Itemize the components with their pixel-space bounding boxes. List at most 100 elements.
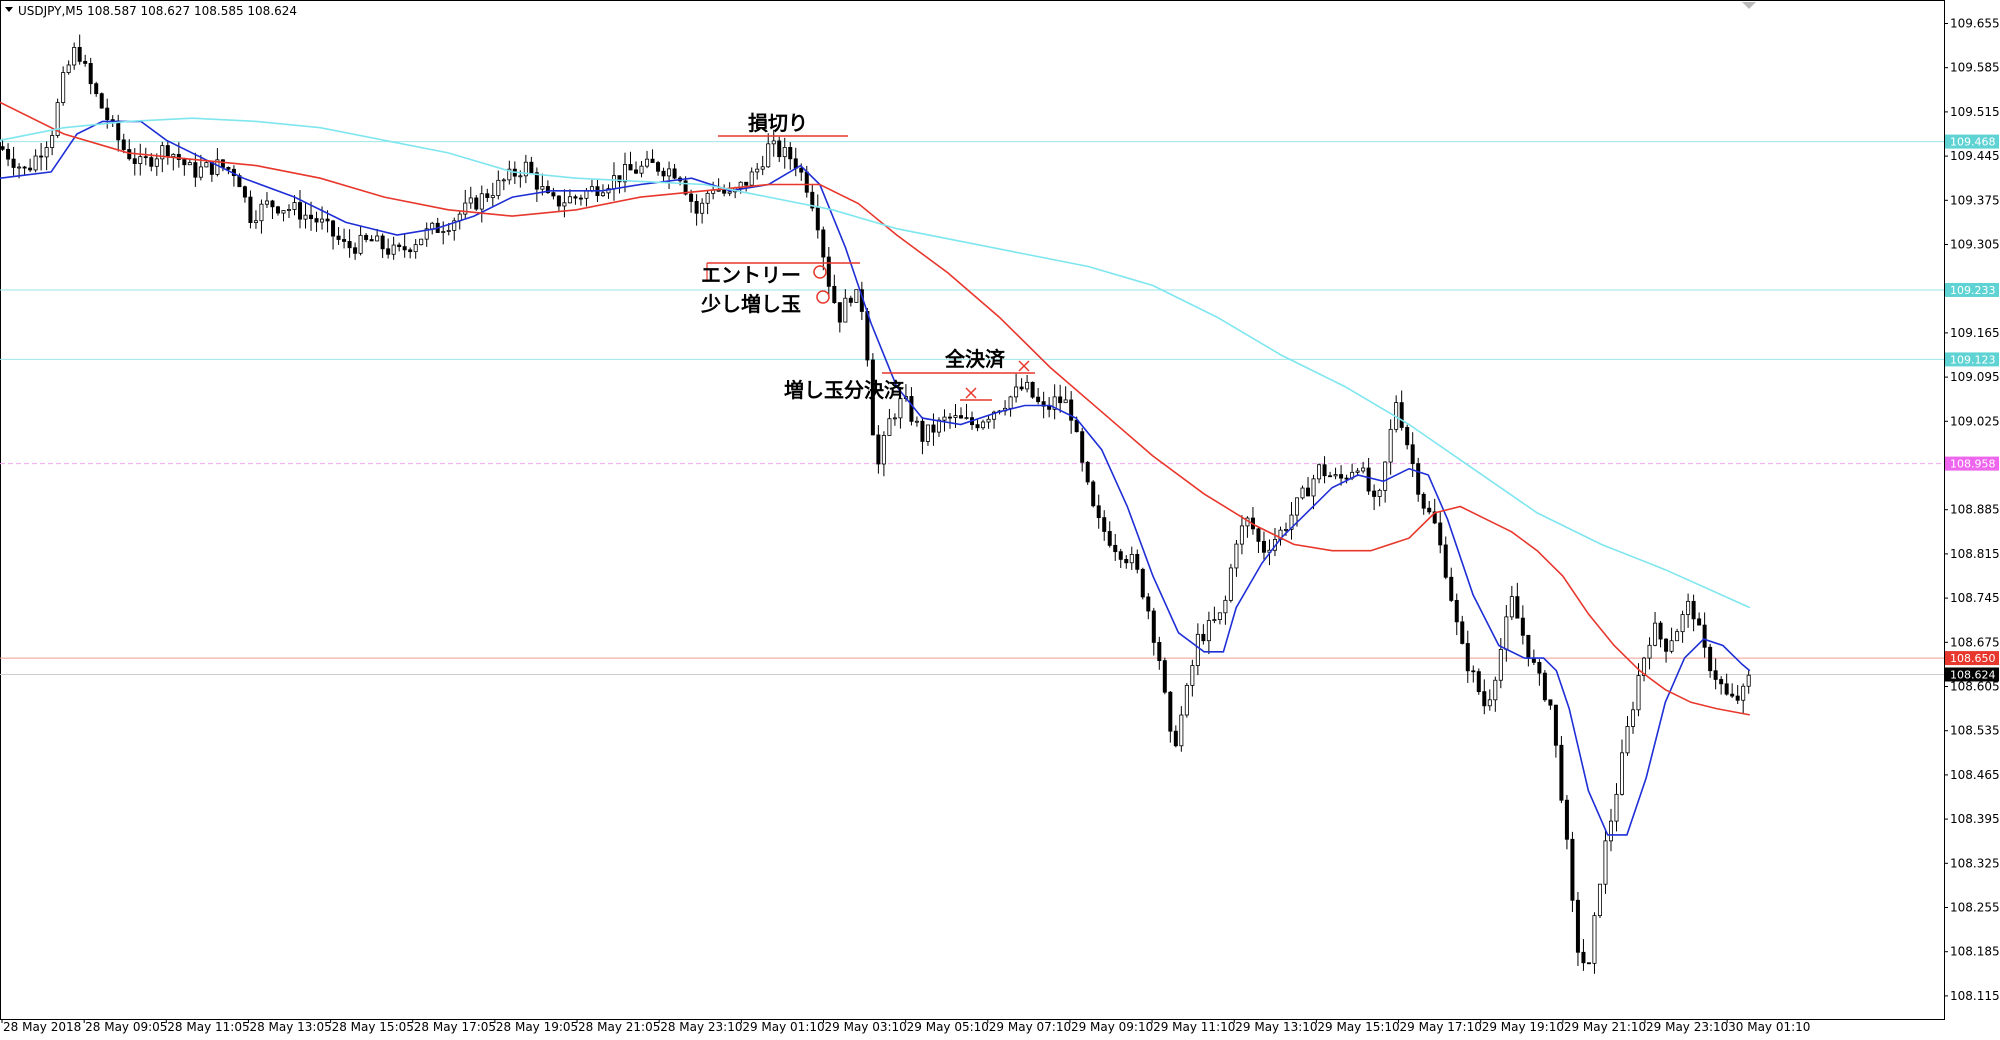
- candle: [942, 409, 947, 432]
- candle: [1564, 795, 1569, 850]
- candle-body: [1388, 428, 1393, 463]
- candle-body: [1410, 444, 1415, 465]
- candle: [854, 289, 859, 303]
- candle-body: [496, 179, 501, 196]
- candle: [523, 154, 528, 184]
- candle-body: [1217, 612, 1222, 620]
- candle: [645, 150, 650, 169]
- candle: [1339, 465, 1344, 486]
- candle-body: [1603, 840, 1608, 885]
- candle-body: [639, 165, 644, 174]
- candle-body: [1069, 399, 1074, 421]
- candle: [1107, 521, 1112, 548]
- candle: [1372, 484, 1377, 511]
- candle: [1449, 567, 1454, 603]
- candle-body: [1206, 620, 1211, 642]
- candle: [198, 154, 203, 181]
- candle: [353, 242, 358, 260]
- candle-body: [1608, 820, 1613, 842]
- candle-body: [6, 148, 11, 160]
- candle-body: [700, 202, 705, 214]
- candle: [1713, 658, 1718, 690]
- candle: [810, 185, 815, 212]
- candle-body: [1047, 405, 1052, 410]
- candle: [1019, 378, 1024, 391]
- candle-body: [1432, 511, 1437, 524]
- candle: [887, 408, 892, 436]
- candle-body: [72, 47, 77, 66]
- price-label-4: 108.650: [1945, 651, 1999, 666]
- candle: [832, 274, 837, 304]
- candle: [413, 239, 418, 259]
- symbol-menu-icon[interactable]: [5, 7, 13, 12]
- candle: [1195, 623, 1200, 676]
- candle: [843, 289, 848, 323]
- candle-body: [705, 192, 710, 204]
- x-tick-label: 28 May 2018: [3, 1020, 81, 1034]
- candle: [380, 233, 385, 258]
- candle-body: [1195, 633, 1200, 666]
- candle-body: [556, 195, 561, 207]
- candle: [1212, 606, 1217, 624]
- candle: [309, 201, 314, 231]
- y-tick-label: 108.675: [1950, 635, 2000, 649]
- candle: [534, 167, 539, 202]
- y-tick-label: 108.185: [1950, 945, 2000, 959]
- candle-body: [1741, 685, 1746, 701]
- candle: [1085, 460, 1090, 485]
- candle: [766, 133, 771, 168]
- candle: [920, 416, 925, 455]
- candle-body: [545, 186, 550, 194]
- candle-body: [94, 83, 99, 95]
- candle: [248, 190, 253, 229]
- candle-body: [1520, 617, 1525, 636]
- candle-body: [1339, 474, 1344, 479]
- candle: [1642, 656, 1647, 682]
- x-tick-label: 29 May 07:10: [989, 1020, 1071, 1034]
- candle-body: [766, 143, 771, 168]
- candle: [925, 424, 930, 446]
- y-tick-label: 109.305: [1950, 238, 2000, 252]
- candle-body: [562, 202, 567, 207]
- candle-body: [777, 140, 782, 158]
- candle-body: [1471, 670, 1476, 673]
- candle-body: [204, 162, 209, 168]
- candle: [1129, 546, 1134, 570]
- annotation-add-position: 少し増し玉: [700, 292, 801, 316]
- candle: [1306, 477, 1311, 497]
- candle-body: [942, 416, 947, 421]
- candle-body: [1085, 461, 1090, 483]
- candle-body: [193, 162, 198, 178]
- candle-body: [22, 166, 27, 169]
- candle: [22, 165, 27, 176]
- candle: [567, 189, 572, 204]
- y-tick-label: 109.515: [1950, 105, 2000, 119]
- candle-body: [1201, 633, 1206, 642]
- candle-body: [463, 202, 468, 215]
- price-label-2: 109.123: [1945, 352, 1999, 367]
- chart-shift-marker[interactable]: [1742, 2, 1756, 9]
- candle-body: [1509, 596, 1514, 618]
- candle: [1102, 510, 1107, 541]
- candle-body: [804, 171, 809, 193]
- candle-body: [771, 140, 776, 145]
- candle: [1261, 531, 1266, 560]
- candle-body: [105, 107, 110, 121]
- candle-body: [1438, 522, 1443, 546]
- candle: [94, 81, 99, 97]
- candle: [1217, 612, 1222, 625]
- candle-body: [1449, 576, 1454, 601]
- candle-body: [645, 158, 650, 167]
- candle-body: [61, 72, 66, 103]
- candle: [154, 153, 159, 176]
- candle: [193, 152, 198, 187]
- candle-body: [1476, 671, 1481, 693]
- candle: [1036, 388, 1041, 405]
- candle: [1118, 548, 1123, 569]
- candle: [28, 158, 33, 173]
- candle: [1620, 739, 1625, 796]
- candle: [947, 412, 952, 429]
- price-label-bg: [1945, 456, 1999, 471]
- x-tick-label: 28 May 15:05: [332, 1020, 414, 1034]
